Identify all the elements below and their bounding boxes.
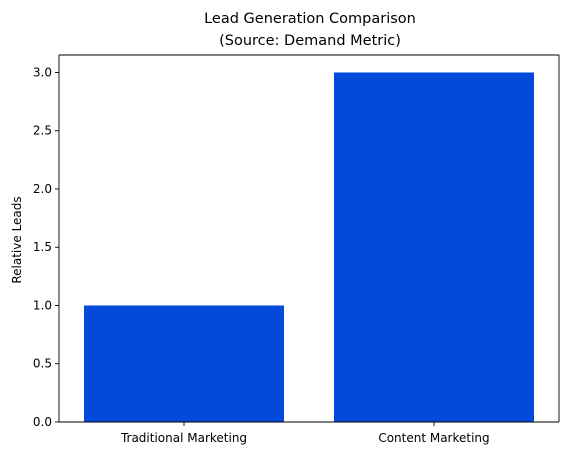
x-tick-label: Traditional Marketing: [120, 431, 247, 445]
bars-layer: [84, 72, 534, 422]
y-axis-label: Relative Leads: [10, 196, 24, 283]
y-tick-label: 1.0: [33, 298, 52, 312]
axes-layer: [58, 54, 560, 423]
y-tick-label: 2.5: [33, 124, 52, 138]
y-tick-label: 2.0: [33, 182, 52, 196]
y-tick-label: 3.0: [33, 65, 52, 79]
bar-1: [84, 305, 284, 422]
ticks-layer: 0.0 0.5 1.0 1.5 2.0 2.5 3.0 Traditional Marketi…: [33, 65, 490, 445]
bar-2: [334, 72, 534, 422]
chart-subtitle: (Source: Demand Metric): [219, 33, 401, 49]
chart-title: Lead Generation Comparison: [204, 11, 416, 27]
y-tick-label: 0.5: [33, 357, 52, 371]
y-tick-label: 0.0: [33, 415, 52, 429]
x-tick-label: Content Marketing: [378, 431, 489, 445]
y-tick-label: 1.5: [33, 240, 52, 254]
